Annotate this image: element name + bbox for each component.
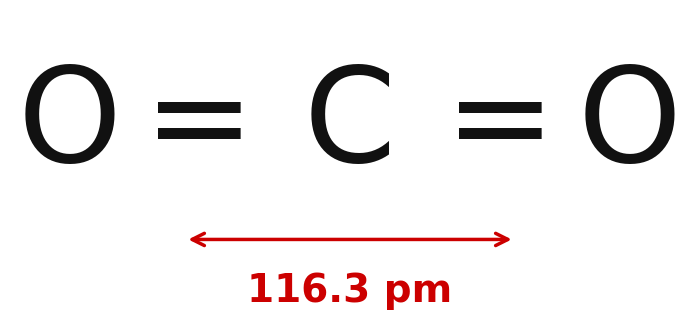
- Text: C: C: [304, 62, 396, 189]
- Text: =: =: [144, 62, 255, 189]
- Text: O: O: [18, 62, 122, 189]
- Text: 116.3 pm: 116.3 pm: [247, 272, 453, 310]
- Text: =: =: [445, 62, 556, 189]
- Text: O: O: [578, 62, 682, 189]
